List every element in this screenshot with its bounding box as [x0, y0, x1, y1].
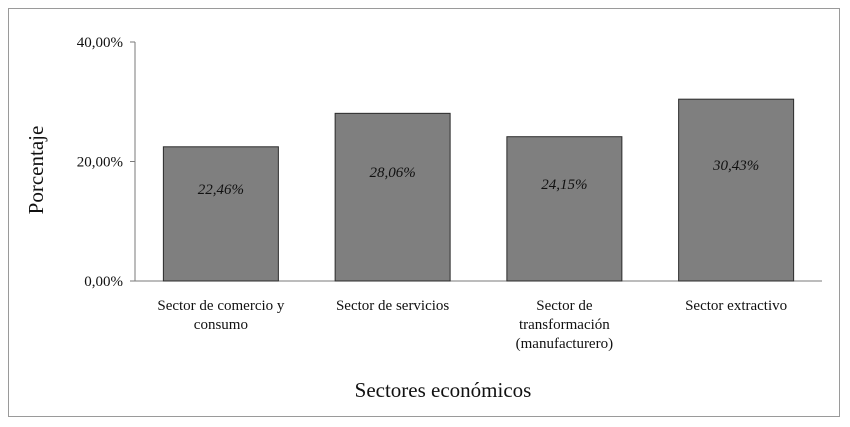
category-label: Sector de transformación (manufacturero)	[516, 298, 613, 352]
category-label-line: (manufacturero)	[516, 336, 613, 352]
bar	[162, 146, 279, 282]
bar	[506, 136, 623, 282]
category-label: Sector de servicios	[336, 298, 449, 314]
y-tick-label: 40,00%	[77, 35, 123, 51]
category-labels: Sector de comercio y consumo Sector de ser…	[157, 298, 787, 352]
y-axis-title: Porcentaje	[24, 126, 48, 215]
x-axis-title: Sectores económicos	[355, 378, 532, 402]
category-label-line: Sector de comercio y	[157, 298, 285, 314]
y-tick-label: 20,00%	[77, 155, 123, 171]
category-label-line: transformación	[519, 317, 610, 333]
category-label-line: Sector de servicios	[336, 298, 449, 314]
category-label-line: Sector de	[536, 298, 593, 314]
bars: 22,46% 28,06% 24,15% 30,43%	[162, 98, 795, 282]
bar-data-label: 30,43%	[712, 158, 759, 174]
category-label-line: consumo	[194, 317, 248, 333]
bar-data-label: 24,15%	[541, 177, 587, 193]
bar-data-label: 28,06%	[370, 165, 416, 181]
bar-data-label: 22,46%	[198, 182, 244, 198]
bar	[678, 98, 795, 282]
category-label-line: Sector extractivo	[685, 298, 787, 314]
y-tick-label: 0,00%	[84, 274, 123, 290]
category-label: Sector de comercio y consumo	[157, 298, 285, 333]
category-label: Sector extractivo	[685, 298, 787, 314]
bar	[334, 112, 451, 282]
